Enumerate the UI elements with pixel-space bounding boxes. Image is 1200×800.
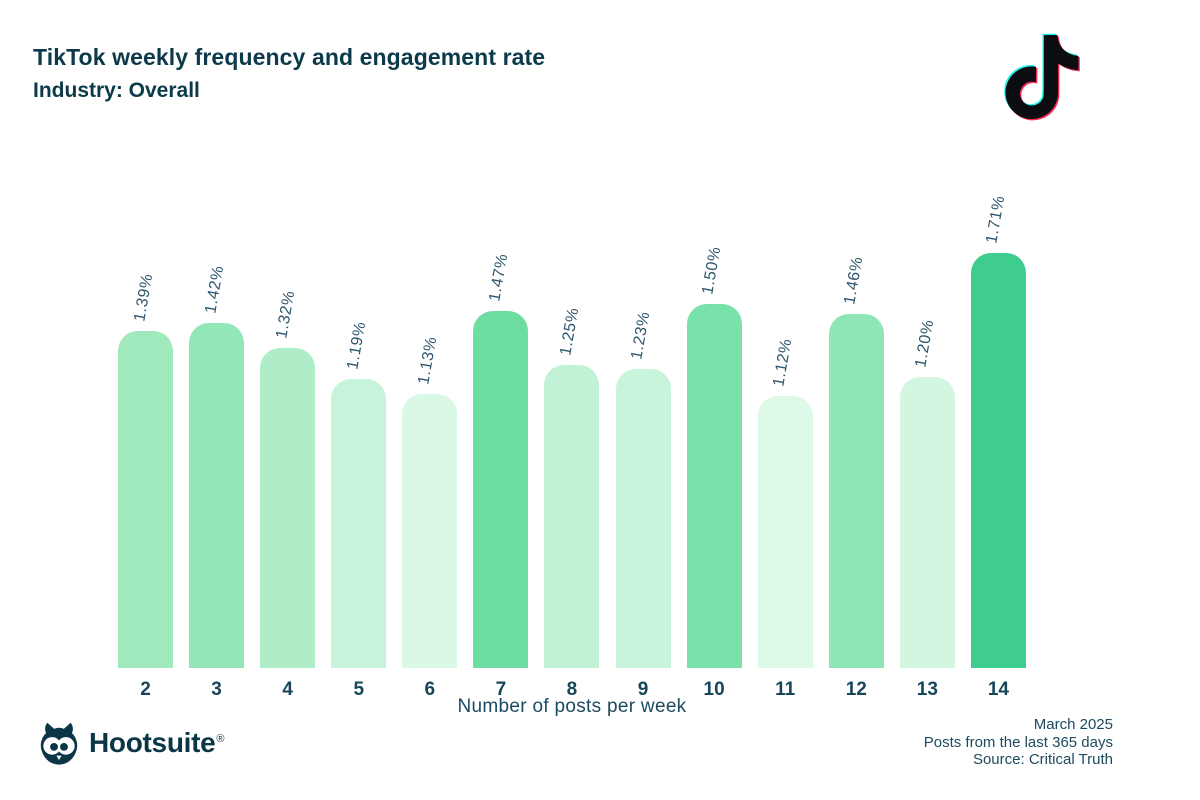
x-tick-label: 6 bbox=[424, 679, 436, 700]
x-tick-label: 5 bbox=[353, 679, 365, 700]
hootsuite-owl-icon bbox=[40, 722, 78, 765]
bar-group-7: 1.47% 7 bbox=[473, 238, 529, 700]
x-tick-label: 9 bbox=[637, 679, 649, 700]
bar-value-label: 1.25% bbox=[557, 306, 583, 357]
bar bbox=[331, 379, 387, 668]
bar bbox=[473, 311, 529, 668]
bar bbox=[828, 314, 884, 668]
bar bbox=[118, 331, 173, 668]
x-tick-label: 12 bbox=[845, 679, 867, 700]
bar bbox=[686, 304, 742, 668]
bar-value-label: 1.19% bbox=[344, 320, 370, 371]
bar bbox=[970, 253, 1026, 668]
x-tick-label: 11 bbox=[775, 679, 796, 700]
bar-group-9: 1.23% 9 bbox=[615, 238, 671, 700]
x-tick-label: 3 bbox=[211, 679, 222, 700]
bar-chart: 1.39% 2 1.42% 3 1.32% 4 1.19% 5 1.13% 6 1.47% 7 1.25… bbox=[118, 194, 1026, 700]
x-tick-label: 7 bbox=[495, 679, 507, 700]
x-tick-label: 14 bbox=[987, 679, 1009, 700]
footer-source: Source: Critical Truth bbox=[972, 751, 1113, 768]
tiktok-icon bbox=[1004, 33, 1080, 121]
bar-value-label: 1.12% bbox=[770, 337, 796, 388]
bar bbox=[615, 369, 671, 668]
x-tick-label: 8 bbox=[566, 679, 578, 700]
x-tick-label: 4 bbox=[282, 679, 293, 700]
x-axis-title: Number of posts per week bbox=[457, 696, 687, 717]
x-tick-label: 13 bbox=[916, 679, 938, 700]
bar-group-6: 1.13% 6 bbox=[402, 238, 458, 700]
bar bbox=[402, 394, 458, 668]
chart-header: TikTok weekly frequency and engagement r… bbox=[33, 40, 545, 108]
bar-group-14: 1.71% 14 bbox=[970, 194, 1026, 700]
bar bbox=[189, 323, 245, 668]
page-title: TikTok weekly frequency and engagement r… bbox=[33, 44, 546, 70]
bar bbox=[260, 348, 316, 668]
bar-group-2: 1.39% 2 bbox=[118, 238, 173, 700]
bar bbox=[899, 377, 955, 668]
bar-value-label: 1.50% bbox=[699, 245, 725, 296]
bar-group-3: 1.42% 3 bbox=[189, 238, 245, 700]
bar-group-12: 1.46% 12 bbox=[828, 238, 884, 700]
bar-group-4: 1.32% 4 bbox=[260, 238, 316, 700]
bar bbox=[544, 365, 600, 668]
bar-value-label: 1.23% bbox=[628, 310, 654, 361]
bar-value-label: 1.32% bbox=[272, 289, 299, 340]
footer-range: Posts from the last 365 days bbox=[923, 733, 1113, 751]
bar-group-5: 1.19% 5 bbox=[331, 238, 387, 700]
footer-meta: March 2025 Posts from the last 365 days … bbox=[924, 716, 1113, 769]
bar-group-13: 1.20% 13 bbox=[899, 238, 955, 700]
hootsuite-wordmark: Hootsuite® bbox=[89, 727, 225, 758]
bar-value-label: 1.71% bbox=[983, 194, 1009, 245]
hootsuite-logo: Hootsuite® bbox=[36, 722, 225, 766]
x-tick-label: 10 bbox=[703, 679, 725, 700]
bar-group-8: 1.25% 8 bbox=[544, 238, 600, 700]
page-subtitle: Industry: Overall bbox=[33, 79, 200, 102]
bar-group-10: 1.50% 10 bbox=[686, 238, 742, 700]
bar bbox=[757, 396, 813, 668]
x-tick-label: 2 bbox=[140, 679, 151, 700]
bar-value-label: 1.46% bbox=[841, 255, 867, 306]
bar-value-label: 1.20% bbox=[912, 318, 938, 369]
bar-value-label: 1.47% bbox=[486, 252, 512, 303]
bar-value-label: 1.39% bbox=[130, 272, 156, 323]
bar-value-label: 1.13% bbox=[415, 335, 441, 386]
bar-value-label: 1.42% bbox=[201, 264, 227, 315]
bar-group-11: 1.12% 11 bbox=[757, 238, 813, 700]
registered-trademark-symbol: ® bbox=[216, 733, 225, 745]
footer-date: March 2025 bbox=[1033, 716, 1113, 733]
